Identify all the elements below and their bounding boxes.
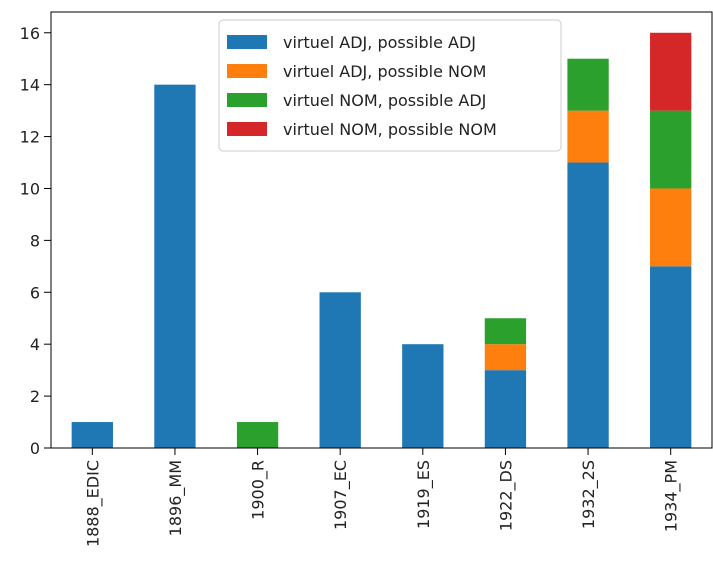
legend-label-0: virtuel ADJ, possible ADJ <box>283 33 476 52</box>
bar-1922_DS-series-2 <box>485 318 526 344</box>
x-tick-label: 1934_PM <box>662 460 682 532</box>
x-axis: 1888_EDIC 1896_MM 1900_R 1907_EC 1919_ES 1922… <box>83 448 681 547</box>
y-tick-label: 16 <box>20 24 40 43</box>
x-tick-label: 1919_ES <box>414 460 434 529</box>
bar-1934_PM-series-2 <box>650 111 691 189</box>
bar-1922_DS-series-0 <box>485 370 526 448</box>
x-tick-label: 1932_2S <box>579 460 599 529</box>
y-axis: 0 2 4 6 8 10 12 14 16 <box>20 24 51 458</box>
legend: virtuel ADJ, possible ADJ virtuel ADJ, po… <box>219 20 561 151</box>
bar-1919_ES-series-0 <box>402 344 443 448</box>
bar-1888_EDIC-series-0 <box>72 422 113 448</box>
y-tick-label: 4 <box>30 335 40 354</box>
legend-label-3: virtuel NOM, possible NOM <box>283 120 497 139</box>
bar-1900_R-series-2 <box>237 422 278 448</box>
y-tick-label: 12 <box>20 128 40 147</box>
bar-1907_EC-series-0 <box>320 292 361 448</box>
bar-1932_2S-series-1 <box>567 111 608 163</box>
bar-1934_PM-series-0 <box>650 266 691 448</box>
y-tick-label: 2 <box>30 387 40 406</box>
legend-swatch-3 <box>227 122 267 136</box>
y-tick-label: 14 <box>20 76 40 95</box>
legend-swatch-1 <box>227 64 267 78</box>
legend-swatch-0 <box>227 35 267 49</box>
x-tick-label: 1900_R <box>249 460 269 520</box>
y-tick-label: 0 <box>30 439 40 458</box>
bar-1922_DS-series-1 <box>485 344 526 370</box>
bar-1932_2S-series-2 <box>567 59 608 111</box>
y-tick-label: 10 <box>20 179 40 198</box>
x-tick-label: 1907_EC <box>331 460 351 530</box>
bar-1934_PM-series-3 <box>650 33 691 111</box>
bar-1932_2S-series-0 <box>567 163 608 448</box>
y-tick-label: 6 <box>30 283 40 302</box>
bar-1934_PM-series-1 <box>650 188 691 266</box>
y-tick-label: 8 <box>30 231 40 250</box>
x-tick-label: 1922_DS <box>496 460 516 531</box>
legend-label-1: virtuel ADJ, possible NOM <box>283 62 486 81</box>
legend-label-2: virtuel NOM, possible ADJ <box>283 91 486 110</box>
x-tick-label: 1896_MM <box>166 460 186 536</box>
legend-swatch-2 <box>227 93 267 107</box>
bar-1896_MM-series-0 <box>154 85 195 448</box>
x-tick-label: 1888_EDIC <box>83 460 103 547</box>
